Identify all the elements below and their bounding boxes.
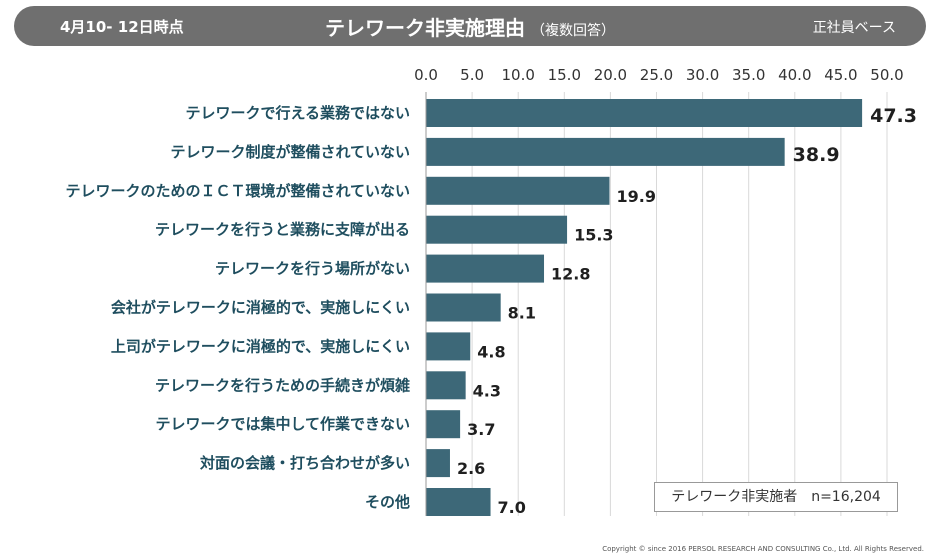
copyright-notice: Copyright © since 2016 PERSOL RESEARCH A… [602, 545, 924, 553]
category-label: テレワークのためのＩＣＴ環境が整備されていない [65, 182, 410, 200]
bar [426, 137, 785, 166]
bar [426, 99, 863, 127]
data-label: 2.6 [457, 459, 485, 478]
chart-title: テレワーク非実施理由 [325, 16, 525, 40]
category-label: 会社がテレワークに消極的で、実施しにくい [111, 299, 410, 317]
sample-size-box: テレワーク非実施者 n=16,204 [654, 482, 898, 512]
data-label: 47.3 [870, 105, 917, 127]
x-tick-label: 35.0 [732, 66, 765, 84]
x-tick-label: 30.0 [686, 66, 719, 84]
bar [426, 449, 450, 478]
title-note: （複数回答） [531, 23, 615, 39]
data-label: 3.7 [467, 420, 495, 439]
bar [426, 254, 545, 283]
data-label: 15.3 [574, 226, 613, 245]
category-label: 上司がテレワークに消極的で、実施しにくい [111, 337, 410, 355]
category-label: テレワークでは集中して作業できない [155, 415, 410, 433]
data-label: 4.3 [473, 381, 501, 400]
x-tick-label: 25.0 [640, 66, 673, 84]
category-label: 対面の会議・打ち合わせが多い [199, 454, 410, 472]
x-tick-label: 45.0 [824, 66, 857, 84]
x-tick-label: 10.0 [501, 66, 534, 84]
bar [426, 488, 491, 516]
bar [426, 215, 568, 244]
category-label: テレワークを行うと業務に支障が出る [155, 221, 410, 239]
category-label: テレワークで行える業務ではない [185, 104, 410, 122]
header-banner: 4月10- 12日時点 テレワーク非実施理由 （複数回答） 正社員ベース [14, 6, 926, 46]
category-label: テレワークを行う場所がない [215, 260, 410, 278]
sample-size: n=16,204 [811, 489, 881, 505]
basis-label: 正社員ベース [812, 20, 896, 36]
sample-group-label: テレワーク非実施者 [671, 489, 798, 505]
data-label: 19.9 [616, 187, 655, 206]
x-tick-label: 0.0 [414, 66, 438, 84]
bar [426, 332, 471, 361]
bar [426, 410, 461, 439]
category-label: テレワークを行うための手続きが煩雑 [155, 376, 410, 394]
bar [426, 176, 610, 205]
data-label: 7.0 [498, 498, 526, 517]
data-label: 12.8 [551, 265, 590, 284]
x-tick-label: 40.0 [778, 66, 811, 84]
data-label: 4.8 [477, 342, 505, 361]
x-tick-label: 50.0 [870, 66, 903, 84]
x-tick-label: 20.0 [594, 66, 627, 84]
survey-date: 4月10- 12日時点 [60, 18, 184, 36]
category-label: その他 [365, 493, 410, 511]
data-label: 38.9 [793, 144, 840, 166]
bar [426, 371, 466, 400]
bar [426, 293, 501, 322]
category-label: テレワーク制度が整備されていない [170, 143, 410, 161]
x-tick-label: 15.0 [548, 66, 581, 84]
data-label: 8.1 [508, 304, 536, 323]
x-tick-label: 5.0 [460, 66, 484, 84]
